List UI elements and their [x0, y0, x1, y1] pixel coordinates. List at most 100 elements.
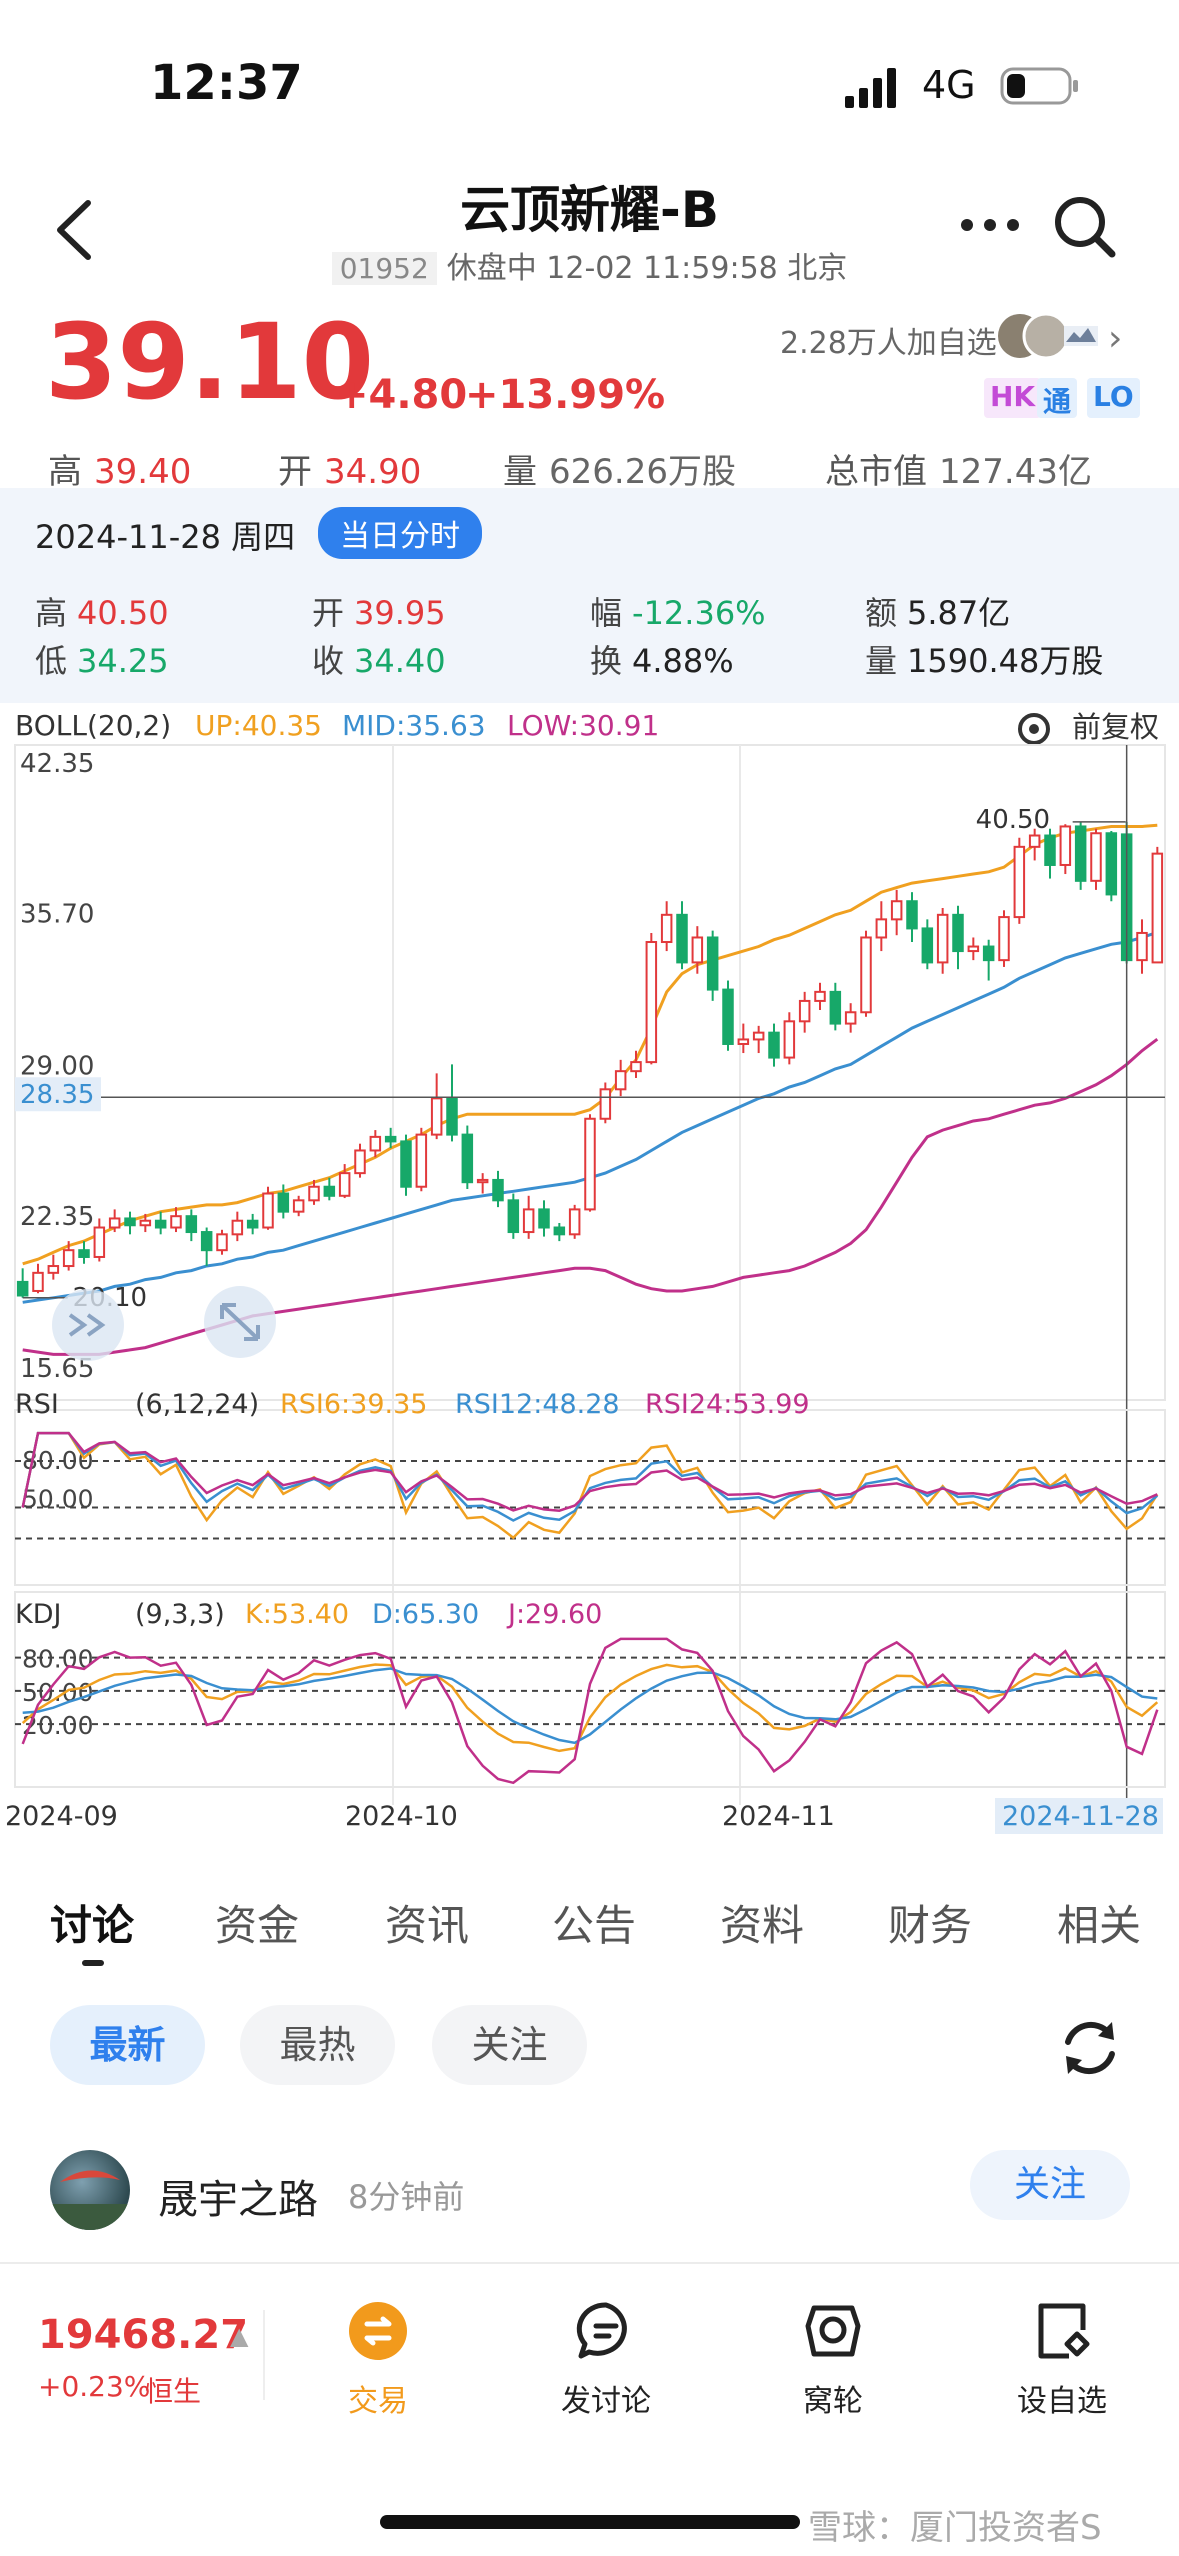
detail-label: 量	[865, 642, 898, 680]
kdj-d-value: D:65.30	[372, 1599, 479, 1630]
candle-body	[768, 1031, 780, 1059]
candle-body	[400, 1140, 412, 1188]
search-icon[interactable]	[1050, 192, 1118, 260]
detail-label: 高	[35, 594, 68, 632]
price-change: +4.80	[335, 372, 468, 418]
candle-body	[323, 1185, 336, 1197]
candle-body	[461, 1133, 474, 1184]
candle-body	[814, 990, 826, 1002]
candle-body	[630, 1061, 642, 1073]
boll-up-value: UP:40.35	[195, 709, 322, 742]
candle-body	[78, 1249, 90, 1258]
candle-body	[170, 1215, 182, 1229]
watermark: 雪球：厦门投资者S	[808, 2508, 1102, 2548]
chevron-right-icon[interactable]: ›	[1108, 318, 1123, 359]
watchlist-count[interactable]: 2.28万人加自选	[780, 326, 997, 361]
follow-button[interactable]: 关注	[970, 2150, 1130, 2220]
candle-body	[62, 1249, 75, 1268]
candle-body	[660, 913, 673, 944]
nav-warrant[interactable]: 窝轮	[763, 2300, 903, 2420]
tab-item[interactable]: 公告	[552, 1901, 637, 1950]
market-status: 休盘中 12-02 11:59:58 北京	[446, 251, 848, 286]
nav-trade[interactable]: 交易	[308, 2300, 448, 2420]
candle-body	[875, 918, 888, 939]
back-arrow-icon[interactable]	[48, 195, 104, 265]
watcher-avatars	[998, 312, 1098, 360]
index-value[interactable]: 19468.27	[38, 2312, 249, 2358]
price-change-percent: +13.99%	[465, 372, 666, 418]
candle-body	[1151, 852, 1164, 964]
more-icon[interactable]	[955, 200, 1025, 250]
candle-body	[93, 1226, 106, 1258]
nav-post[interactable]: 发讨论	[536, 2300, 676, 2420]
tab-item[interactable]: 财务	[888, 1901, 973, 1950]
status-time: 12:37	[150, 55, 303, 111]
detail-value: -12.36%	[632, 594, 766, 632]
tab-item[interactable]: 资金	[215, 1901, 300, 1950]
y-tick-label: 42.35	[20, 749, 94, 779]
candle-body	[492, 1178, 504, 1202]
nav-label: 设自选	[1017, 2384, 1107, 2419]
main-panel-frame	[14, 744, 1166, 1401]
boll-title: BOLL(20,2)	[15, 709, 171, 742]
candle-body	[308, 1185, 320, 1202]
candle-body	[722, 988, 734, 1045]
candle-body	[890, 900, 903, 921]
tab-item[interactable]: 资料	[720, 1901, 805, 1950]
post-time: 8分钟前	[348, 2178, 465, 2216]
refresh-icon[interactable]	[1060, 2018, 1120, 2078]
candle-body	[139, 1219, 152, 1227]
candle-body	[737, 1038, 750, 1045]
candle-body	[1074, 825, 1087, 882]
tab-item[interactable]: 相关	[1057, 1901, 1142, 1950]
index-name: 恒生	[145, 2375, 202, 2408]
filter-following[interactable]: 关注	[432, 2005, 587, 2085]
detail-cell: 换 4.88%	[590, 636, 734, 682]
selected-date-label: 2024-11-28	[1002, 1801, 1159, 1832]
rsi-panel-frame	[14, 1409, 1166, 1586]
kdj-tick-label: 50.00	[22, 1678, 94, 1707]
candle-body	[844, 1011, 857, 1025]
kdj-k-value: K:53.40	[245, 1599, 349, 1630]
stat-high: 高 39.40	[48, 452, 192, 492]
candle-body	[354, 1149, 366, 1175]
collapse-arrows-icon	[52, 1289, 124, 1361]
candle-body	[998, 916, 1010, 962]
filter-latest[interactable]: 最新	[50, 2005, 205, 2085]
candle-body	[108, 1217, 121, 1229]
boll-low-value: LOW:30.91	[507, 709, 659, 742]
x-tick-label: 2024-11	[722, 1801, 835, 1832]
candle-body	[676, 913, 688, 964]
candle-body	[231, 1219, 244, 1236]
detail-value: 34.40	[354, 642, 446, 680]
kdj-j-value: J:29.60	[506, 1599, 602, 1630]
badge-lo: LO	[1087, 378, 1140, 418]
stock-subline: 01952 休盘中 12-02 11:59:58 北京	[0, 243, 1179, 287]
candle-body	[952, 913, 964, 953]
candle-body	[1105, 832, 1118, 896]
candle-body	[32, 1271, 44, 1292]
tab-item[interactable]: 讨论	[50, 1901, 135, 1950]
detail-label: 开	[312, 594, 345, 632]
intraday-button[interactable]: 当日分时	[318, 507, 482, 559]
detail-label: 幅	[590, 594, 623, 632]
detail-label: 收	[312, 642, 345, 680]
nav-add-watchlist[interactable]: 设自选	[992, 2300, 1132, 2420]
detail-label: 换	[590, 642, 623, 680]
candle-body	[246, 1219, 259, 1229]
last-price: 39.10	[45, 301, 374, 423]
candle-body	[16, 1280, 29, 1297]
post-author[interactable]: 晟宇之路	[158, 2177, 318, 2223]
nav-label: 发讨论	[561, 2384, 651, 2419]
stat-volume: 量 626.26万股	[503, 452, 736, 492]
filter-hot[interactable]: 最热	[240, 2005, 395, 2085]
candle-body	[338, 1172, 351, 1197]
candle-body	[568, 1208, 581, 1236]
candle-body	[476, 1178, 489, 1184]
candle-body	[1059, 825, 1072, 866]
kline-chart[interactable]: BOLL(20,2) UP:40.35 MID:35.63 LOW:30.91 前复权 4…	[0, 705, 1179, 1835]
candle-body	[1028, 834, 1041, 848]
cellular-signal-icon	[845, 68, 896, 108]
avatar[interactable]	[50, 2150, 130, 2230]
tab-item[interactable]: 资讯	[385, 1901, 470, 1950]
